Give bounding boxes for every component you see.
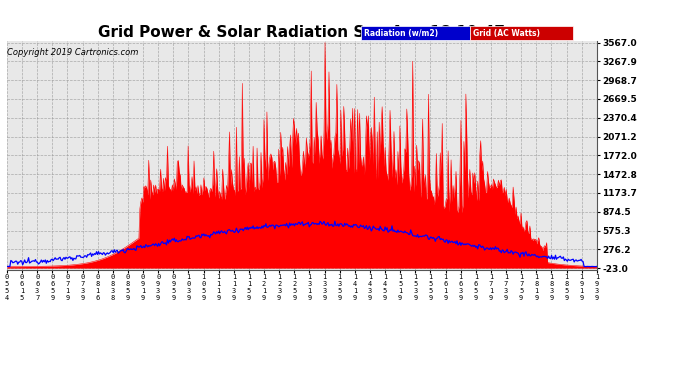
FancyBboxPatch shape [470, 26, 573, 40]
Text: Grid (AC Watts): Grid (AC Watts) [473, 29, 540, 38]
Title: Grid Power & Solar Radiation Sun Aug 18 19:47: Grid Power & Solar Radiation Sun Aug 18 … [99, 25, 505, 40]
Text: Copyright 2019 Cartronics.com: Copyright 2019 Cartronics.com [8, 48, 139, 57]
FancyBboxPatch shape [361, 26, 470, 40]
Text: Radiation (w/m2): Radiation (w/m2) [364, 29, 438, 38]
